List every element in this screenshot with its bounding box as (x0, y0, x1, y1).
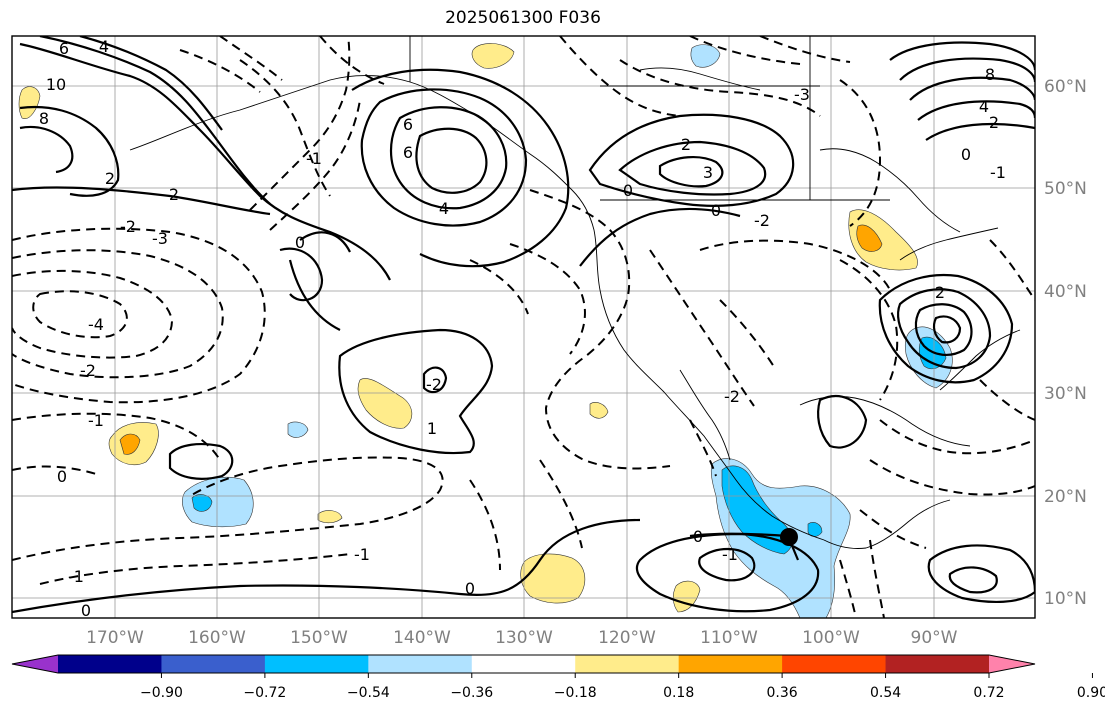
lon-label: 170°W (86, 628, 144, 648)
contour-label: 8 (985, 65, 995, 84)
contour-label: -1 (68, 567, 84, 586)
shade-positive (589, 402, 609, 419)
contour-label: 6 (403, 143, 413, 162)
contour-label: 2 (105, 169, 115, 188)
shade-positive (119, 433, 141, 455)
shade-positive (471, 43, 515, 69)
contour-label: -4 (88, 315, 104, 334)
lon-label: 90°W (911, 628, 958, 648)
colorbar-label: −0.54 (347, 685, 390, 701)
lon-label: 150°W (290, 628, 348, 648)
contour-label: 0 (81, 601, 91, 620)
contour-label: 3 (703, 163, 713, 182)
longitude-labels: 170°W 160°W 150°W 140°W 130°W 120°W 110°… (86, 628, 958, 648)
contour-label: -3 (794, 85, 810, 104)
contour-label: 2 (681, 135, 691, 154)
contour-label: 6 (59, 39, 69, 58)
contour-label: 0 (623, 181, 633, 200)
shade-positive (856, 224, 883, 252)
colorbar-extend-max (989, 655, 1035, 673)
colorbar-label: 0.36 (767, 685, 798, 701)
colorbar-segment (678, 655, 783, 673)
contour-label: 10 (46, 75, 66, 94)
contour-label: -3 (152, 229, 168, 248)
contour-label: -2 (754, 211, 770, 230)
map-title: 2025061300 F036 (445, 8, 601, 28)
colorbar-label: −0.18 (554, 685, 597, 701)
contour-label: 0 (711, 201, 721, 220)
contour-labels: 6 4 10 8 2 0 -2 -3 -4 -1 6 4 2 0 -1 2 3 … (39, 37, 1006, 620)
lat-label: 50°N (1044, 179, 1087, 199)
contour-label: -2 (80, 361, 96, 380)
contour-label: 0 (465, 579, 475, 598)
contour-label: 0 (57, 467, 67, 486)
contour-label: -1 (88, 411, 104, 430)
contour-label: 2 (169, 185, 179, 204)
colorbar-segment (471, 655, 576, 673)
shade-negative (191, 494, 213, 512)
colorbar-label: −0.90 (140, 685, 183, 701)
shade-negative (690, 44, 721, 68)
contour-label: 0 (961, 145, 971, 164)
map-area (12, 36, 1035, 618)
lon-label: 160°W (188, 628, 246, 648)
colorbar-segment (161, 655, 266, 673)
colorbar: −0.90 −0.72 −0.54 −0.36 −0.18 0.18 0.36 0.54 0.7… (11, 654, 1105, 701)
shade-negative (287, 421, 309, 438)
storm-center-marker (780, 528, 798, 546)
lon-label: 120°W (598, 628, 656, 648)
lat-label: 20°N (1044, 487, 1087, 507)
lon-label: 140°W (393, 628, 451, 648)
contour-label: 0 (693, 527, 703, 546)
contour-label: -1 (990, 163, 1006, 182)
shade-positive (357, 378, 413, 429)
contour-label: 4 (439, 199, 449, 218)
colorbar-label: −0.36 (450, 685, 493, 701)
lon-label: 110°W (700, 628, 758, 648)
colorbar-label: 0.18 (663, 685, 694, 701)
contour-label: -2 (426, 375, 442, 394)
lat-label: 60°N (1044, 77, 1087, 97)
colorbar-segment (368, 655, 473, 673)
colorbar-label: 0.90 (1077, 685, 1105, 701)
contour-label: -1 (306, 149, 322, 168)
colorbar-label: −0.72 (243, 685, 286, 701)
lon-label: 100°W (802, 628, 860, 648)
contour-label: 8 (39, 109, 49, 128)
contour-label: 4 (979, 97, 989, 116)
colorbar-label: 0.54 (870, 685, 901, 701)
contour-label: 6 (403, 115, 413, 134)
latitude-labels: 60°N 50°N 40°N 30°N 20°N 10°N (1044, 77, 1087, 609)
coastlines (129, 36, 1021, 549)
lat-label: 10°N (1044, 589, 1087, 609)
contour-label: 2 (935, 283, 945, 302)
shade-positive (18, 86, 41, 119)
lon-label: 130°W (495, 628, 553, 648)
colorbar-segment (575, 655, 680, 673)
colorbar-label: 0.72 (973, 685, 1004, 701)
colorbar-extend-min (12, 655, 58, 673)
contour-label: -2 (120, 217, 136, 236)
contour-label: 0 (295, 233, 305, 252)
contour-label: 4 (99, 37, 109, 56)
lat-label: 30°N (1044, 384, 1087, 404)
colorbar-segment (782, 655, 887, 673)
contour-label: -1 (354, 545, 370, 564)
colorbar-segment (885, 655, 990, 673)
shade-positive (520, 553, 586, 604)
contour-label: -1 (722, 545, 738, 564)
map-border (11, 35, 1036, 619)
shade-positive (317, 510, 343, 524)
contour-label: 1 (427, 419, 437, 438)
colorbar-outline (11, 654, 1036, 674)
shade-positive (848, 209, 918, 271)
contour-label: -2 (724, 387, 740, 406)
colorbar-segment (264, 655, 369, 673)
colorbar-segment (58, 655, 162, 673)
lat-label: 40°N (1044, 282, 1087, 302)
shaded-regions (18, 43, 953, 618)
contour-label: 2 (989, 113, 999, 132)
contours (12, 36, 1035, 618)
